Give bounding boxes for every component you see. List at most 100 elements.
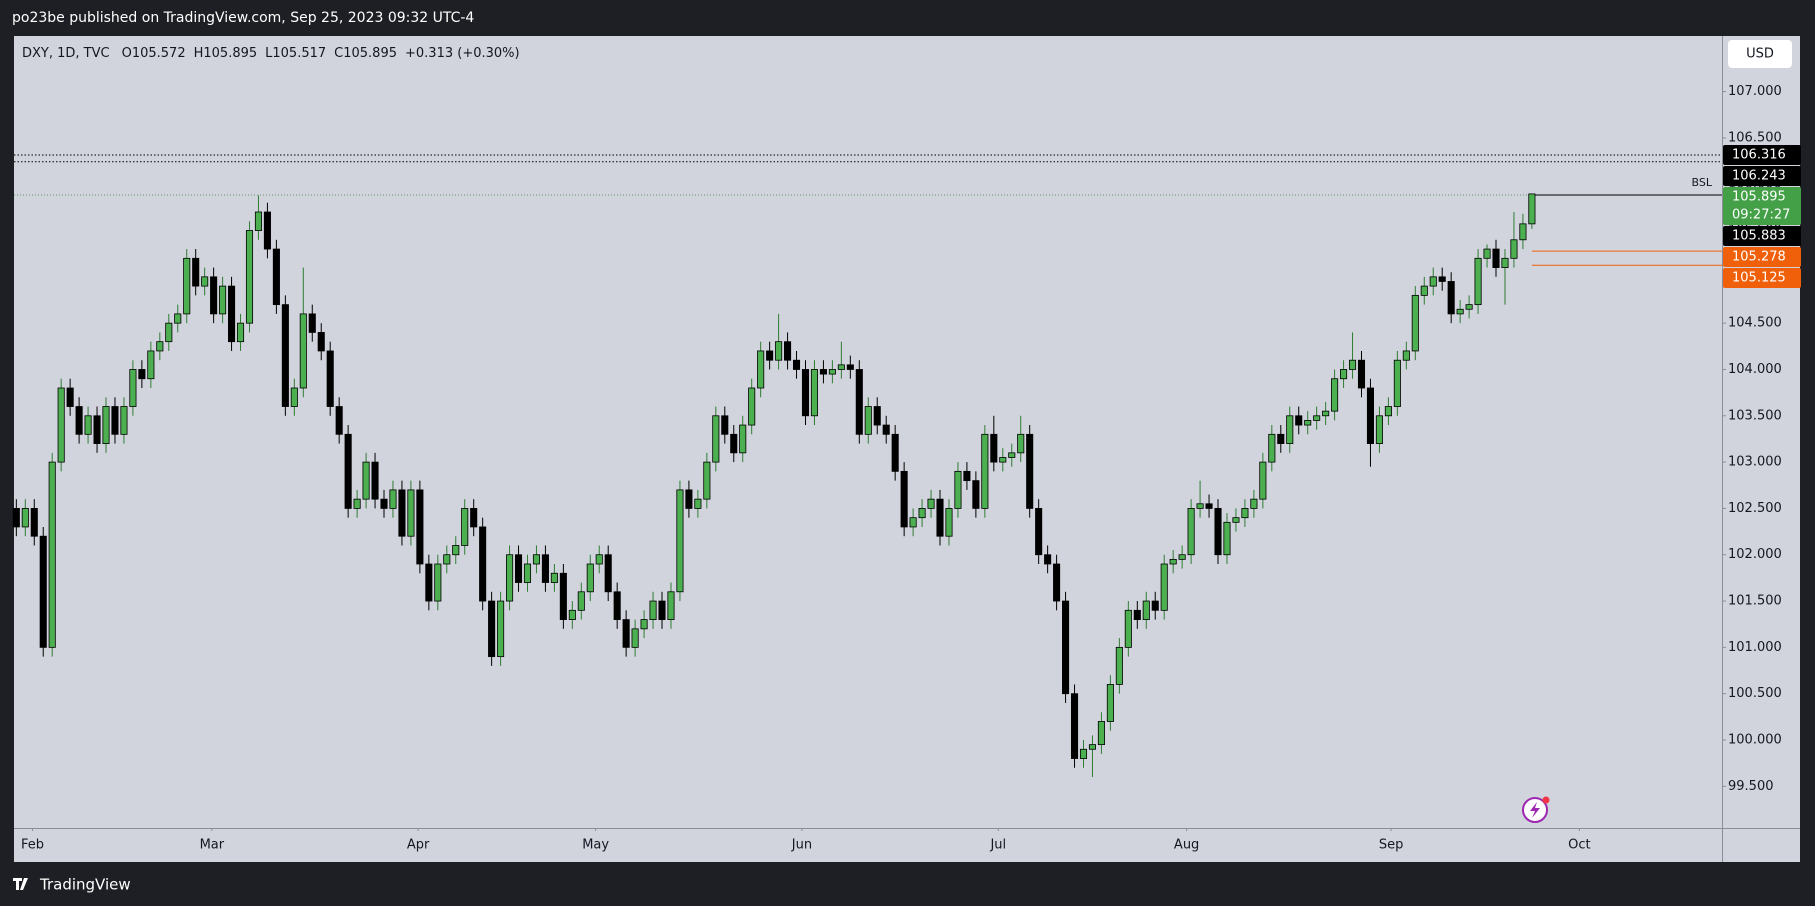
candle-body [909, 517, 917, 528]
candle-body [1008, 452, 1016, 458]
candle-body [389, 489, 397, 509]
candle-body [792, 359, 801, 370]
price-label-bg [1723, 267, 1801, 288]
candle-body [1375, 415, 1383, 444]
x-tick-label: Aug [1174, 838, 1199, 853]
candle-body [1501, 257, 1509, 268]
price-label-bg [1723, 186, 1801, 225]
candle-body [1133, 609, 1141, 620]
candle-body [586, 563, 594, 593]
candle-body [30, 508, 38, 537]
y-tick-label: 102.000 [1728, 547, 1782, 562]
candle-body [748, 387, 756, 426]
price-label-bg [1723, 246, 1801, 267]
legend: DXY, 1D, TVC O105.572 H105.895 L105.517 C105… [22, 46, 520, 61]
publish-info: po23be published on TradingView.com, Sep… [12, 10, 474, 26]
candle-body [1465, 304, 1473, 310]
legend-change: +0.313 (+0.30%) [405, 46, 520, 61]
candle-body [1322, 410, 1330, 417]
candle-body [1232, 517, 1240, 523]
price-label-bg [1723, 144, 1801, 165]
price-label: 106.243 [1732, 168, 1786, 183]
candle-body [1178, 554, 1186, 560]
candle-body [380, 498, 388, 509]
price-label: 106.316 [1732, 147, 1786, 162]
candle-body [219, 285, 227, 315]
candle-body [308, 313, 316, 333]
candle-body [362, 461, 370, 500]
y-tick-label: 101.000 [1728, 640, 1782, 655]
y-tick-label: 103.000 [1728, 455, 1782, 470]
candle-body [640, 619, 648, 630]
x-tick-label: Oct [1568, 838, 1590, 853]
candle-body [344, 433, 352, 509]
candle-body [1393, 359, 1401, 407]
candle-body [685, 489, 693, 509]
candle-body [1286, 415, 1294, 444]
candle-body [577, 591, 585, 611]
y-tick-label: 103.500 [1728, 408, 1782, 423]
candle-body [497, 600, 505, 658]
candle-body [263, 211, 271, 250]
currency-label[interactable]: USD [1746, 47, 1774, 62]
candle-body [1035, 508, 1043, 556]
candle-body [1097, 721, 1105, 746]
candle-body [138, 369, 146, 380]
candle-body [488, 600, 496, 658]
y-tick-label: 101.500 [1728, 594, 1782, 609]
candle-body [658, 600, 666, 620]
legend-symbol: DXY, 1D, TVC [22, 46, 110, 61]
alert-bolt [1530, 802, 1540, 818]
candle-body [1456, 308, 1464, 315]
legend-value: 105.895 [343, 46, 397, 61]
candle-body [649, 600, 657, 620]
countdown: 09:27:27 [1732, 207, 1790, 222]
candle-body [1142, 600, 1150, 620]
candle-body [622, 619, 630, 648]
x-tick-label: Sep [1379, 838, 1404, 853]
candle-body [1169, 558, 1177, 565]
candle-body [335, 406, 343, 435]
candle-body [111, 406, 119, 435]
candle-body [245, 230, 254, 324]
currency-button[interactable] [1728, 40, 1792, 68]
labels: 106.316 106.243 105.895 09:27:27 105.883 105.… [1723, 144, 1801, 288]
candle-body [506, 554, 514, 602]
candle-body [694, 498, 702, 509]
candle-body [972, 480, 980, 509]
candle-body [757, 350, 765, 389]
candle-body [407, 489, 415, 537]
candle-body [900, 470, 908, 528]
y-tick-label: 104.000 [1728, 362, 1782, 377]
candle-body [353, 498, 361, 509]
candle-body [1124, 609, 1132, 648]
candle-body [1295, 415, 1303, 426]
candle-body [1357, 359, 1366, 389]
candle-body [75, 406, 83, 435]
candle-body [864, 406, 872, 435]
candle-body [801, 369, 810, 417]
candle-body [326, 350, 334, 407]
price-label: 105.883 [1732, 228, 1786, 243]
candle-body [927, 498, 935, 509]
candle-body [201, 276, 209, 287]
candle-body [1313, 415, 1321, 421]
candle-body [1447, 281, 1455, 315]
legend-key: H [194, 46, 204, 61]
legend-value: 105.517 [272, 46, 326, 61]
candle-body [1241, 508, 1249, 519]
y-tick-label: 102.500 [1728, 501, 1782, 516]
candle-body [290, 387, 298, 407]
candle-body [1411, 294, 1419, 352]
candle-body [918, 508, 926, 519]
candle-body [828, 369, 836, 375]
candle-body [730, 433, 738, 454]
candle-body [775, 341, 783, 361]
price-label-bg [1723, 165, 1801, 186]
candle-body [1528, 193, 1536, 225]
candle-body [479, 526, 487, 602]
candle-body [48, 461, 56, 648]
candle-body [945, 508, 953, 537]
